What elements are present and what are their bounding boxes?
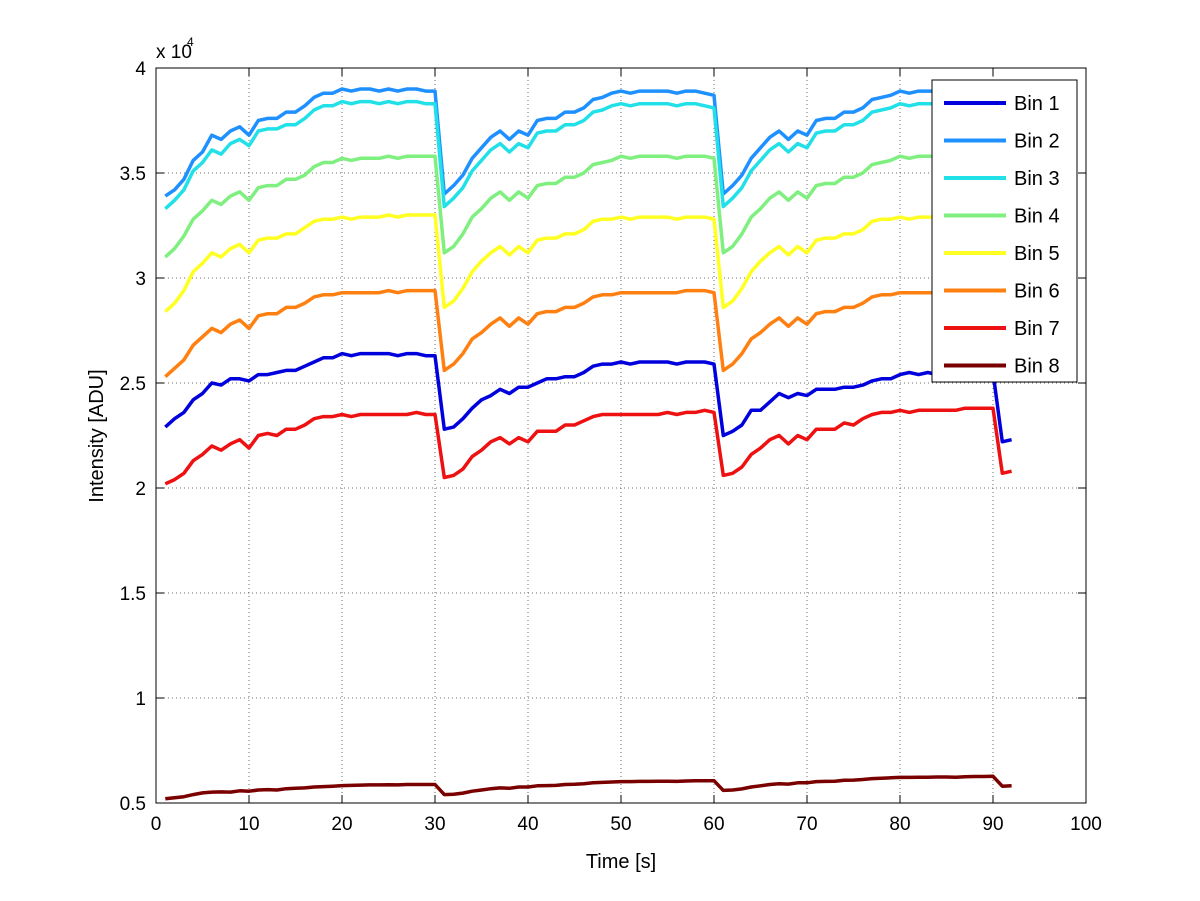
legend-label-bin-7: Bin 7 [1014,318,1060,340]
x-tick-label: 0 [151,814,162,835]
x-tick-label: 90 [982,814,1003,835]
y-tick-label: 1 [135,689,146,710]
y-multiplier: x 10 4 [156,35,194,63]
y-tick-label: 0.5 [120,794,146,815]
y-axis-label: Intensity [ADU] [86,369,108,502]
x-tick-label: 50 [610,814,631,835]
x-tick-label: 80 [889,814,910,835]
grid [156,68,1086,803]
series-line-bin-7 [164,406,1012,486]
x-tick-label: 70 [796,814,817,835]
series-line-bin-3 [164,99,1013,210]
legend-label-bin-5: Bin 5 [1014,243,1060,265]
legend-label-bin-4: Bin 4 [1014,206,1060,228]
x-tick-label: 40 [517,814,538,835]
y-tick-label: 4 [135,59,146,80]
legend-label-bin-6: Bin 6 [1014,281,1060,303]
series-line-bin-5 [164,213,1012,313]
y-tick-label: 1.5 [120,584,146,605]
y-tick-label: 3.5 [120,164,146,185]
ticks: 0 10 20 30 40 50 60 70 80 90 100 0.5 1 1.5 2 2.5 3 3.5 4 [120,59,1102,835]
series-lines [164,87,1013,801]
legend-label-bin-1: Bin 1 [1014,93,1060,115]
y-multiplier-exponent: 4 [187,35,194,49]
x-tick-label: 10 [238,814,259,835]
legend-box [931,79,1078,383]
legend-label-bin-3: Bin 3 [1014,168,1060,190]
series-line-bin-2 [164,87,1013,198]
legend: Bin 1 Bin 2 Bin 3 Bin 4 Bin 5 Bin 6 Bin 7 Bin 8 [931,79,1078,383]
x-tick-label: 30 [424,814,445,835]
series-line-bin-1 [164,351,1012,444]
series-line-bin-4 [164,154,1013,259]
legend-label-bin-8: Bin 8 [1014,356,1060,378]
y-tick-label: 3 [135,269,146,290]
x-tick-label: 60 [703,814,724,835]
x-tick-label: 20 [331,814,352,835]
legend-label-bin-2: Bin 2 [1014,131,1060,153]
series-line-bin-8 [165,774,1012,801]
y-multiplier-base: x 10 [156,42,192,63]
y-tick-label: 2 [135,479,146,500]
y-tick-label: 2.5 [120,374,146,395]
x-axis-label: Time [s] [586,851,656,873]
x-tick-label: 100 [1070,814,1102,835]
series-line-bin-6 [164,288,1013,378]
